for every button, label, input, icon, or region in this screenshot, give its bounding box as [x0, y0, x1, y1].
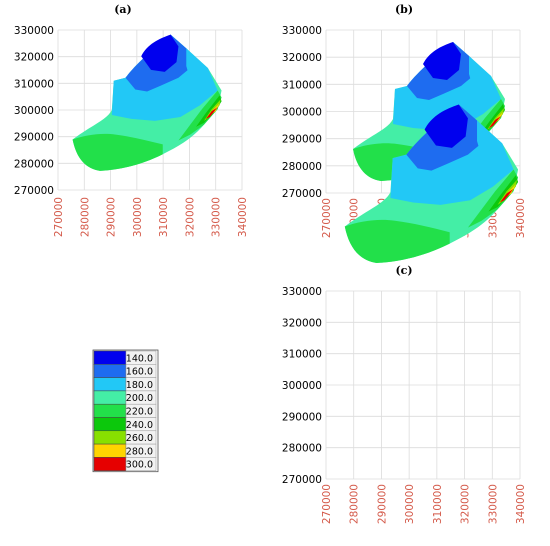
x-tick-label: 310000	[432, 484, 444, 524]
panel-label: (c)	[395, 264, 412, 277]
legend-value: 300.0	[126, 460, 153, 471]
legend-swatch	[93, 364, 127, 378]
x-tick-label: 330000	[487, 484, 499, 524]
y-tick-label: 280000	[14, 158, 54, 170]
grid	[325, 290, 521, 480]
x-tick-label: 330000	[211, 197, 223, 237]
x-tick-label: 270000	[321, 484, 333, 524]
x-tick-label: 320000	[460, 484, 472, 524]
y-tick-label: 320000	[282, 317, 322, 329]
x-tick-label: 280000	[349, 484, 361, 524]
legend-value: 260.0	[126, 433, 153, 444]
legend-value: 240.0	[126, 420, 153, 431]
legend-value: 180.0	[126, 380, 153, 391]
legend-swatch	[93, 377, 127, 392]
legend-swatch	[93, 390, 127, 405]
x-tick-label: 270000	[53, 197, 65, 237]
legend-swatch	[93, 457, 127, 471]
x-tick-label: 280000	[79, 197, 91, 237]
y-tick-label: 290000	[282, 134, 322, 146]
x-tick-label: 300000	[404, 484, 416, 524]
legend-swatch	[93, 443, 127, 458]
y-tick-label: 330000	[282, 25, 322, 37]
legend-cell	[125, 457, 157, 471]
y-tick-label: 300000	[282, 107, 322, 119]
legend-value: 280.0	[126, 446, 153, 457]
panel-label: (b)	[395, 3, 413, 16]
contour-map	[72, 34, 222, 171]
x-tick-label: 320000	[184, 197, 196, 237]
legend-swatch	[93, 430, 127, 445]
y-tick-label: 330000	[14, 25, 54, 37]
y-tick-label: 270000	[282, 474, 322, 486]
panel-a: (a) 330000 320000 310000 300000 290000 280000 2…	[14, 3, 249, 237]
y-tick-label: 270000	[282, 188, 322, 200]
panel-c: (c) 330000 320000 310000 300000 290000 280000 2…	[282, 104, 527, 524]
y-tick-label: 310000	[282, 79, 322, 91]
legend-value: 140.0	[126, 353, 153, 364]
x-tick-label: 290000	[106, 197, 118, 237]
x-tick-label: 340000	[237, 197, 249, 237]
legend-value: 160.0	[126, 367, 153, 378]
y-tick-label: 310000	[14, 78, 54, 90]
y-tick-label: 290000	[14, 132, 54, 144]
y-tick-label: 300000	[14, 105, 54, 117]
x-tick-label: 270000	[321, 198, 333, 238]
x-tick-label: 290000	[376, 484, 388, 524]
y-tick-label: 280000	[282, 161, 322, 173]
x-tick-label: 340000	[515, 198, 527, 238]
panel-label: (a)	[114, 3, 132, 16]
y-tick-label: 300000	[282, 380, 322, 392]
y-tick-label: 330000	[282, 286, 322, 298]
y-tick-label: 280000	[282, 443, 322, 455]
legend-value: 200.0	[126, 393, 153, 404]
y-tick-label: 310000	[282, 349, 322, 361]
y-tick-label: 290000	[282, 411, 322, 423]
y-tick-label: 320000	[14, 52, 54, 64]
x-tick-label: 340000	[515, 484, 527, 524]
x-tick-label: 310000	[158, 197, 170, 237]
legend-swatch	[93, 403, 127, 418]
legend-swatch	[93, 417, 127, 432]
color-legend: 140.0 160.0 180.0 200.0 220.0 240.0 260.0 280.0…	[92, 349, 159, 473]
y-tick-label: 270000	[14, 185, 54, 197]
y-tick-label: 320000	[282, 52, 322, 64]
legend-value: 220.0	[126, 407, 153, 418]
legend-swatch	[93, 350, 127, 365]
x-tick-label: 300000	[132, 197, 144, 237]
